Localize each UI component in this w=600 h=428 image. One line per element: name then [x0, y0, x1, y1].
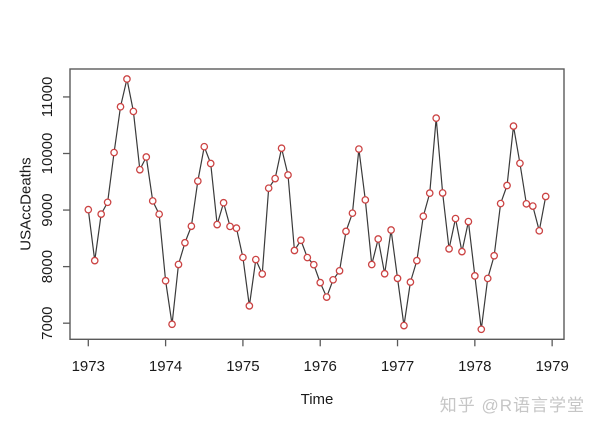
data-point: [297, 236, 305, 245]
data-point: [239, 253, 247, 262]
data-point: [432, 114, 441, 123]
data-point: [219, 198, 228, 207]
data-point: [90, 256, 99, 265]
y-tick-label: 7000: [39, 306, 56, 339]
data-point: [103, 198, 112, 207]
data-point: [226, 222, 234, 231]
data-point: [348, 209, 357, 218]
data-point: [490, 251, 499, 260]
data-point: [355, 145, 363, 153]
data-point: [258, 270, 267, 278]
data-point: [541, 192, 550, 201]
x-axis-ticks: 1973 1974 1975 1976 1977 1978 1979: [72, 339, 569, 375]
data-point: [135, 165, 144, 174]
data-point: [516, 159, 524, 168]
data-point: [380, 269, 389, 278]
data-point: [84, 205, 93, 214]
y-tick-label: 8000: [39, 250, 56, 283]
data-point: [316, 278, 325, 287]
data-point: [174, 260, 183, 269]
x-tick-label: 1973: [72, 358, 105, 375]
data-point: [148, 197, 157, 205]
data-point: [213, 220, 221, 229]
data-point: [181, 238, 189, 247]
data-point: [303, 253, 312, 262]
data-point: [445, 245, 453, 253]
data-point: [187, 222, 196, 231]
plot-frame: [69, 68, 565, 340]
data-point: [155, 210, 164, 219]
x-axis-title: Time: [301, 391, 334, 408]
data-point: [284, 171, 292, 179]
y-tick-label: 9000: [39, 193, 56, 226]
x-tick-label: 1979: [535, 358, 568, 375]
data-point: [264, 184, 273, 193]
data-point: [161, 276, 170, 285]
data-point: [496, 199, 505, 208]
data-point: [129, 107, 138, 116]
data-point: [200, 142, 209, 151]
y-tick-label: 10000: [39, 133, 56, 175]
data-point: [483, 274, 492, 283]
data-point: [406, 278, 415, 286]
data-point: [123, 75, 131, 83]
x-tick-label: 1975: [226, 358, 259, 375]
y-axis-title: USAccDeaths: [17, 157, 34, 250]
data-point: [361, 196, 370, 204]
data-point: [245, 302, 254, 310]
data-point: [387, 226, 395, 234]
data-point: [503, 181, 511, 190]
x-tick-label: 1977: [381, 358, 414, 375]
data-point: [535, 226, 544, 235]
series-line: [87, 78, 547, 330]
data-point: [393, 274, 402, 283]
data-point: [413, 256, 421, 265]
data-point: [142, 153, 151, 161]
y-tick-label: 11000: [39, 77, 56, 118]
data-point: [322, 293, 331, 301]
data-point: [367, 260, 376, 269]
x-tick-label: 1974: [149, 358, 182, 375]
data-point: [97, 210, 106, 218]
data-point: [470, 272, 479, 280]
data-point: [438, 189, 447, 197]
data-point: [528, 202, 537, 210]
data-point: [251, 255, 260, 264]
data-point: [290, 246, 299, 255]
data-point: [116, 102, 125, 111]
data-point: [193, 177, 202, 185]
data-point: [342, 227, 350, 236]
data-point: [374, 235, 383, 243]
data-point: [451, 214, 460, 223]
watermark: 知乎 @R语言学堂: [439, 396, 585, 415]
data-point: [277, 144, 286, 153]
data-point: [232, 224, 241, 233]
data-point: [329, 275, 337, 284]
data-point: [522, 199, 531, 208]
data-point: [206, 159, 215, 168]
data-point: [400, 321, 408, 330]
y-axis-ticks: 7000 8000 9000 10000 11000: [39, 77, 70, 340]
data-point: [425, 189, 434, 197]
data-point: [335, 267, 344, 275]
data-point: [309, 260, 318, 269]
data-point: [168, 320, 176, 329]
series-usaccdeaths: [84, 75, 550, 334]
data-point: [458, 247, 466, 256]
x-tick-label: 1976: [304, 358, 337, 375]
data-point: [419, 212, 428, 221]
data-point: [477, 325, 486, 334]
x-tick-label: 1978: [458, 358, 491, 375]
data-point: [110, 148, 118, 157]
data-point: [509, 122, 518, 130]
data-point: [271, 174, 279, 183]
data-point: [464, 217, 473, 226]
